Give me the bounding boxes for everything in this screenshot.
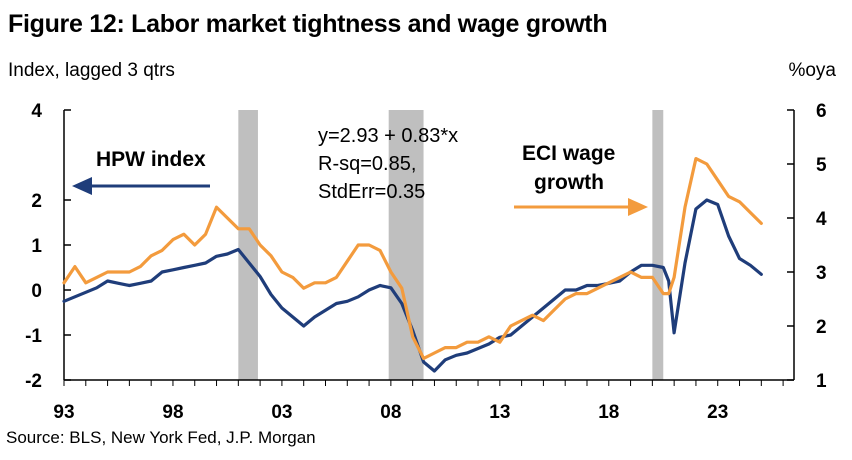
- right-tick-label-3: 3: [816, 263, 827, 284]
- left-tick-label-1: 2: [31, 191, 42, 212]
- x-tick-label-2: 03: [271, 402, 292, 423]
- regression-line2: R-sq=0.85,: [318, 153, 416, 175]
- right-tick-label-2: 4: [816, 209, 827, 230]
- x-tick-label-1: 98: [162, 402, 183, 423]
- right-tick-label-0: 6: [816, 101, 827, 122]
- x-tick-label-4: 13: [489, 402, 510, 423]
- series-lines-group: [62, 157, 763, 373]
- recession-bar-2: [652, 110, 664, 380]
- hpw-index-label: HPW index: [96, 148, 206, 171]
- x-tick-label-3: 08: [380, 402, 401, 423]
- left-tick-label-5: -2: [25, 371, 42, 392]
- right-tick-label-1: 5: [816, 155, 827, 176]
- right-axis-unit: %oya: [788, 60, 836, 81]
- left-axis-unit: Index, lagged 3 qtrs: [8, 60, 175, 81]
- recession-bar-1: [388, 110, 424, 380]
- recession-shading-group: [238, 110, 664, 380]
- source-note: Source: BLS, New York Fed, J.P. Morgan: [6, 428, 316, 447]
- left-tick-label-0: 4: [31, 101, 42, 122]
- chart-title: Figure 12: Labor market tightness and wa…: [8, 10, 608, 38]
- x-tick-label-5: 18: [598, 402, 619, 423]
- annotation-group: HPW index ECI wage growth y=2.93 + 0.83*x R-…: [72, 125, 648, 216]
- regression-line3: StdErr=0.35: [318, 181, 425, 203]
- eci-arrow-head: [628, 198, 648, 216]
- left-tick-label-3: 0: [31, 281, 42, 302]
- x-tick-label-6: 23: [707, 402, 728, 423]
- recession-bar-0: [238, 110, 258, 380]
- regression-line1: y=2.93 + 0.83*x: [318, 125, 458, 147]
- hpw-arrow-head: [72, 177, 92, 195]
- eci-label-line1: ECI wage: [522, 142, 615, 165]
- eci-label-line2: growth: [534, 171, 604, 194]
- eci-wage-growth-line: [62, 157, 763, 360]
- left-tick-label-2: 1: [31, 236, 42, 257]
- left-tick-label-4: -1: [25, 326, 42, 347]
- right-tick-label-5: 1: [816, 371, 827, 392]
- right-tick-label-4: 2: [816, 317, 827, 338]
- x-tick-label-0: 93: [53, 402, 74, 423]
